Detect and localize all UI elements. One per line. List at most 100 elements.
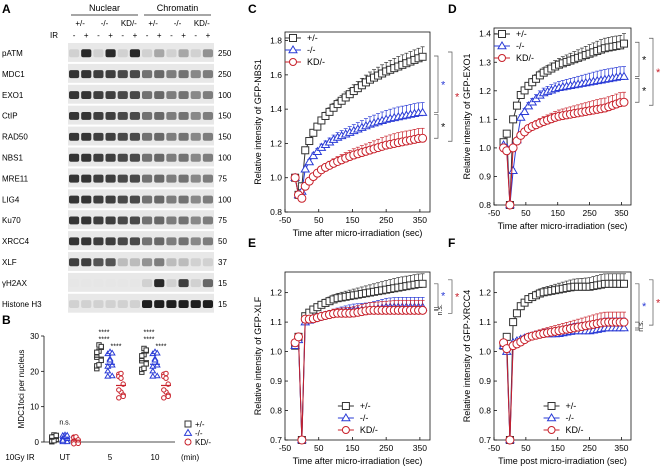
data-point xyxy=(619,317,629,327)
data-point xyxy=(149,372,157,379)
significance-label: * xyxy=(441,79,446,91)
data-point xyxy=(619,279,628,288)
legend-label: -/- xyxy=(516,41,525,51)
significance-label: * xyxy=(656,297,661,309)
x-prefix-label: 10Gy IR xyxy=(5,453,35,462)
x-tick-label: 50 xyxy=(314,443,324,453)
blot-strip xyxy=(68,84,214,104)
blot-band xyxy=(81,237,92,246)
significance-label: * xyxy=(455,292,460,304)
blot-row-label: CtIP xyxy=(2,112,18,121)
blot-mw-label: 150 xyxy=(218,112,232,121)
data-point xyxy=(293,332,303,342)
significance-label: n.s. xyxy=(437,304,444,315)
significance-label: **** xyxy=(156,344,167,351)
blot-genotype-label: KD/- xyxy=(121,19,137,28)
blot-band xyxy=(117,216,128,225)
blot-row-label: Ku70 xyxy=(2,216,21,225)
blot-band xyxy=(190,237,201,246)
blot-band xyxy=(69,279,80,288)
blot-band xyxy=(117,258,128,267)
data-point xyxy=(118,370,124,377)
blot-strip xyxy=(68,231,214,250)
blot-band xyxy=(69,195,80,204)
blot-band xyxy=(81,91,92,100)
data-point xyxy=(120,393,126,400)
data-point xyxy=(104,372,112,379)
data-point xyxy=(300,164,311,173)
x-tick-label: 50 xyxy=(521,208,531,218)
blot-ir-mark: - xyxy=(121,31,124,40)
series-line xyxy=(503,43,625,206)
blot-band xyxy=(93,70,104,79)
legend-label: -/- xyxy=(195,429,203,438)
blot-band xyxy=(117,70,128,79)
y-axis-label: Relative intensity of GFP-EXO1 xyxy=(462,53,472,179)
data-point xyxy=(619,323,629,332)
y-tick-label: 0.8 xyxy=(270,406,282,416)
data-point xyxy=(304,156,315,166)
y-tick-label: 1.2 xyxy=(270,288,282,298)
data-point xyxy=(143,361,149,367)
legend-marker xyxy=(341,413,351,422)
data-point xyxy=(418,52,427,61)
data-point xyxy=(619,97,629,107)
y-tick-label: 20 xyxy=(30,367,39,376)
legend-label: +/- xyxy=(307,33,318,43)
significance-label: n.s. xyxy=(638,320,645,331)
blot-mw-label: 250 xyxy=(218,70,232,79)
data-point xyxy=(116,395,122,401)
significance-bracket xyxy=(448,51,453,142)
y-tick-label: 1.6 xyxy=(270,70,282,80)
y-tick-label: 0.7 xyxy=(270,435,282,445)
blot-band xyxy=(93,258,104,267)
blot-band xyxy=(69,216,80,225)
blot-band xyxy=(166,237,177,246)
blot-band xyxy=(81,49,92,58)
blot-band xyxy=(178,279,189,288)
blot-band xyxy=(166,258,177,267)
blot-row-label: MRE11 xyxy=(2,174,29,183)
data-point xyxy=(153,372,161,379)
data-point xyxy=(106,356,114,363)
series-line xyxy=(294,309,423,441)
blot-band xyxy=(81,279,92,288)
blot-row-label: EXO1 xyxy=(2,91,24,100)
blot-band xyxy=(178,237,189,246)
blot-band xyxy=(117,279,128,288)
blot-band xyxy=(81,195,92,204)
blot-strip xyxy=(68,252,214,271)
blot-band xyxy=(117,49,128,58)
blot-band xyxy=(190,258,201,267)
x-tick-label: UT xyxy=(60,453,71,462)
blot-band xyxy=(117,153,128,162)
panel-letter-b: B xyxy=(2,313,11,327)
blot-band xyxy=(93,216,104,225)
significance-bracket xyxy=(635,78,640,103)
blot-band xyxy=(190,174,201,183)
blot-band xyxy=(93,132,104,141)
panel-letter-e: E xyxy=(248,236,256,250)
y-tick-label: 1.4 xyxy=(270,104,282,114)
blot-ir-mark: + xyxy=(206,31,211,40)
blot-band xyxy=(166,174,177,183)
x-tick-label: 150 xyxy=(345,443,359,453)
blot-band xyxy=(69,300,80,309)
blot-band xyxy=(93,174,104,183)
blot-band xyxy=(129,195,140,204)
blot-strip xyxy=(68,43,214,62)
blot-band xyxy=(69,49,80,58)
blot-band xyxy=(190,91,201,100)
blot-band xyxy=(81,258,92,267)
data-point xyxy=(418,305,428,315)
blot-ir-mark: - xyxy=(73,31,76,40)
blot-band xyxy=(166,70,177,79)
blot-band xyxy=(117,174,128,183)
legend-label: +/- xyxy=(195,420,205,429)
blot-band xyxy=(178,49,189,58)
blot-ir-mark: - xyxy=(170,31,173,40)
blot-strip xyxy=(68,293,214,313)
blot-band xyxy=(166,195,177,204)
blot-band xyxy=(129,91,140,100)
x-tick-label: 250 xyxy=(582,443,596,453)
